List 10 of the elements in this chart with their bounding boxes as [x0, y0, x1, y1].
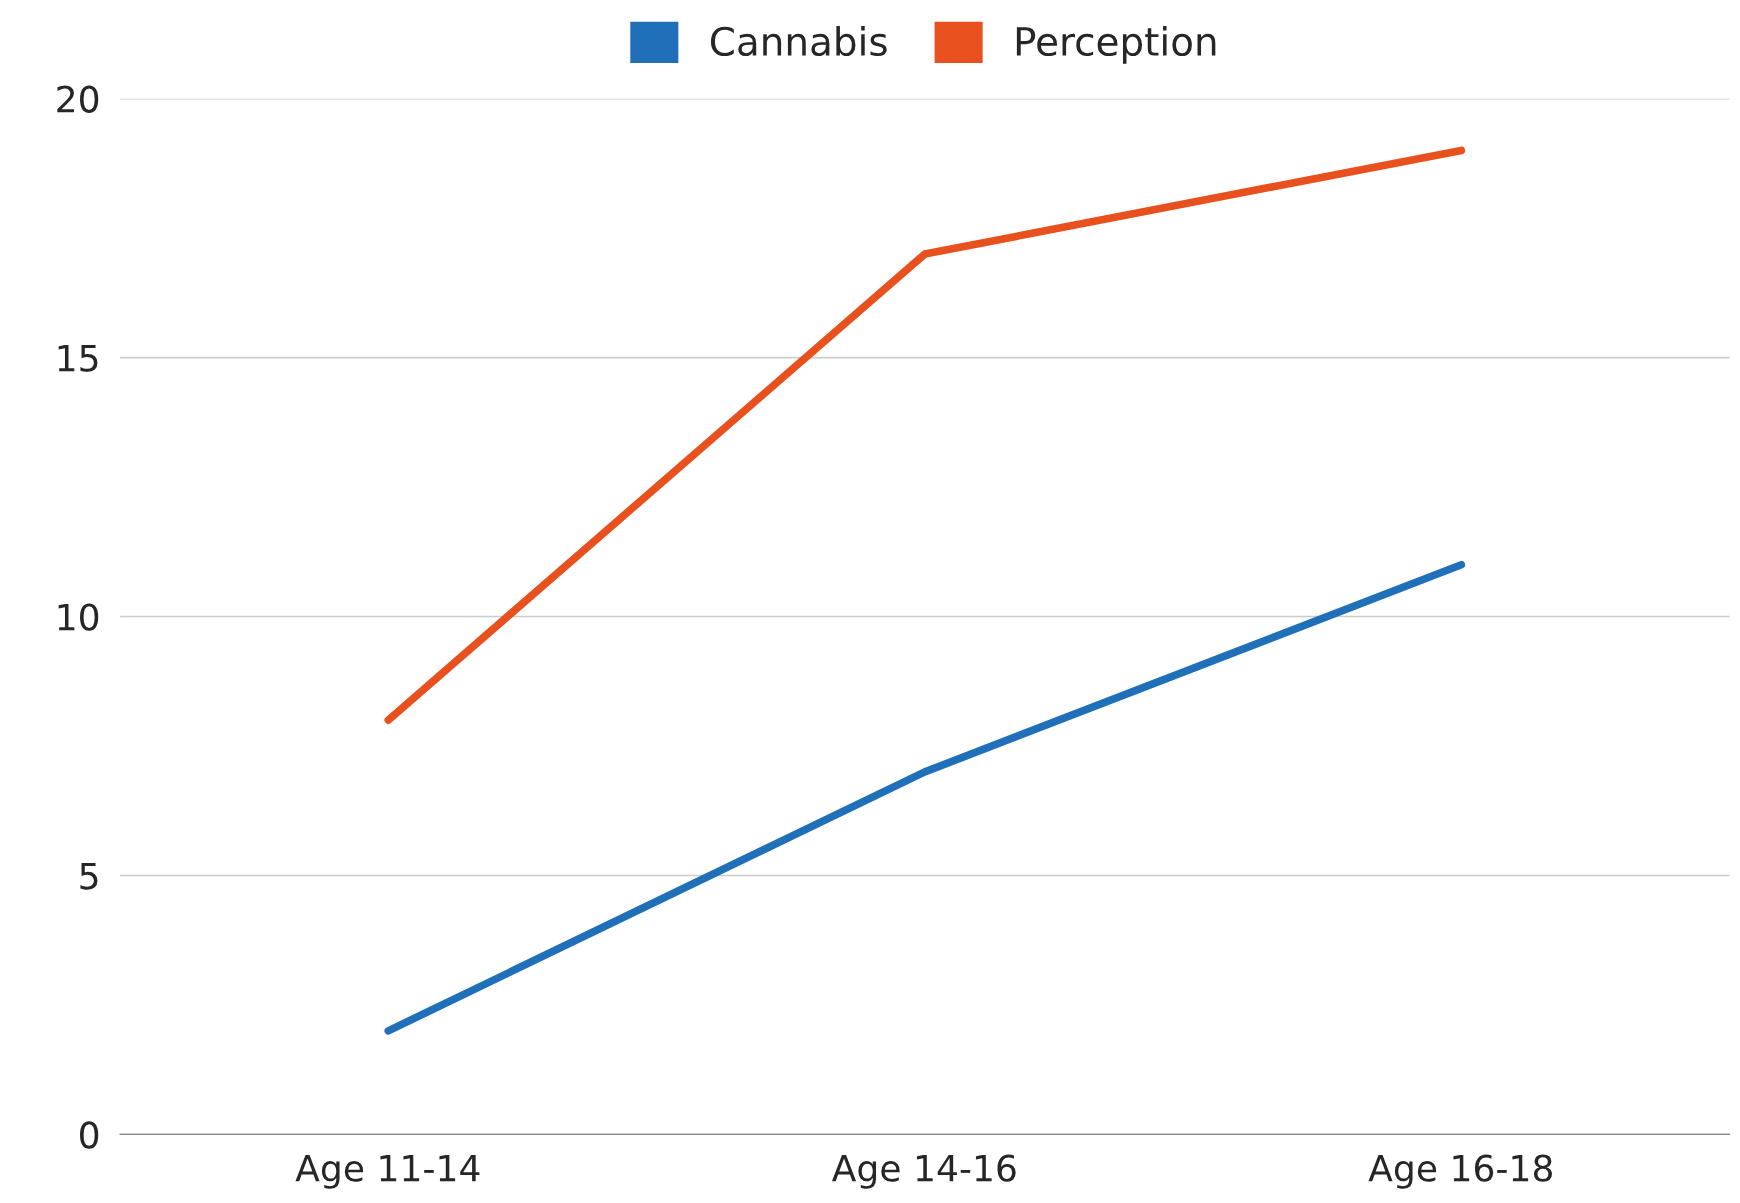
x-tick-label: Age 14-16 [831, 1154, 1016, 1189]
y-tick-label: 5 [80, 862, 98, 890]
legend-label: Cannabis [710, 26, 887, 57]
x-tick-label: Age 11-14 [295, 1154, 480, 1189]
y-tick-label: 10 [58, 603, 99, 631]
y-tick-label: 0 [80, 1121, 99, 1149]
y-tick-label: 15 [58, 344, 98, 372]
y-tick-label: 20 [57, 85, 99, 113]
x-tick-label: Age 16-18 [1368, 1154, 1552, 1189]
legend-label: Perception [1016, 26, 1216, 64]
